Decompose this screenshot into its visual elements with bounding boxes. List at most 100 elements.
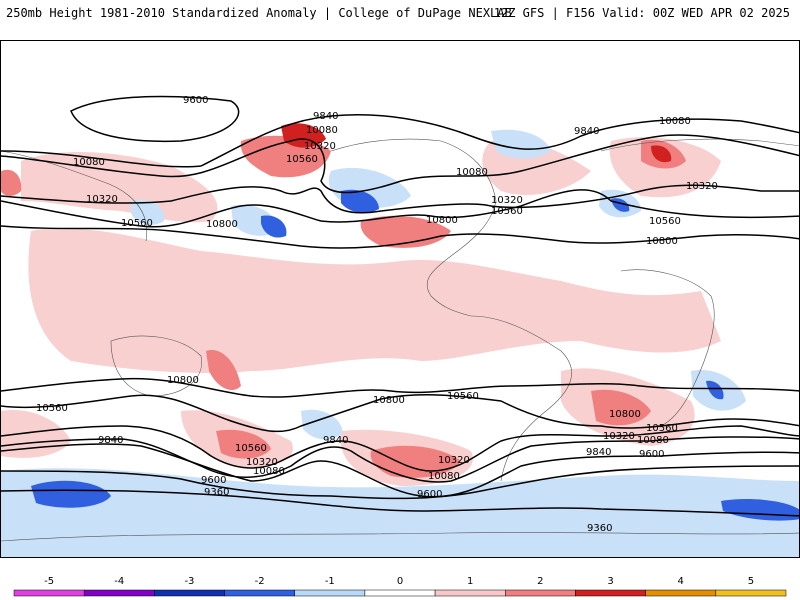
contour-label: 10320 bbox=[304, 141, 336, 152]
coastlines bbox=[1, 138, 799, 542]
anomaly-negative-strong-3 bbox=[261, 215, 287, 238]
contour-label: 10080 bbox=[428, 471, 460, 482]
contour-label: 9840 bbox=[586, 447, 611, 458]
coastline-australia bbox=[110, 335, 202, 397]
contour-10320-sh bbox=[1, 425, 799, 472]
anomaly-colorbar: -5 -4 -3 -2 -1 0 1 2 3 4 5 bbox=[13, 576, 787, 597]
contour-label: 10080 bbox=[659, 116, 691, 127]
contour-label: 9600 bbox=[201, 475, 226, 486]
contour-10560-sh bbox=[1, 394, 799, 433]
contour-10320-nh bbox=[1, 184, 799, 214]
anomaly-positive-strong-2 bbox=[360, 215, 451, 248]
anomaly-positive-2 bbox=[21, 151, 218, 223]
contour-label: 10560 bbox=[235, 443, 267, 454]
contour-label: 10320 bbox=[246, 457, 278, 468]
colorbar-segment bbox=[645, 589, 717, 597]
contour-label: 9840 bbox=[323, 435, 348, 446]
contour-10560-nh bbox=[1, 189, 799, 228]
colorbar-tick-label: 2 bbox=[537, 576, 543, 587]
colorbar-tick-label: -1 bbox=[325, 576, 335, 587]
contour-label: 10560 bbox=[36, 403, 68, 414]
colorbar-tick-label: 3 bbox=[607, 576, 613, 587]
contour-label: 9840 bbox=[98, 435, 123, 446]
contour-10800-sh bbox=[1, 377, 799, 398]
colorbar-segment bbox=[224, 589, 295, 597]
contour-label: 10320 bbox=[86, 194, 118, 205]
contour-10080-nh bbox=[1, 134, 799, 194]
contour-label: 9600 bbox=[639, 449, 664, 460]
contour-label: 10560 bbox=[286, 154, 318, 165]
height-contours bbox=[1, 95, 799, 517]
contour-label: 10320 bbox=[491, 195, 523, 206]
colorbar-tick-label: -5 bbox=[44, 576, 54, 587]
contour-label: 9600 bbox=[417, 489, 442, 500]
colorbar-segment bbox=[83, 589, 155, 597]
contour-label: 10800 bbox=[373, 395, 405, 406]
anomaly-negative-strong-1 bbox=[31, 480, 111, 508]
colorbar-segment bbox=[294, 589, 366, 597]
anomaly-positive-strong-4 bbox=[591, 389, 651, 426]
coastline-africa bbox=[620, 269, 715, 427]
colorbar-segment bbox=[505, 589, 576, 597]
contour-9360-sh bbox=[1, 489, 799, 517]
contour-label: 10320 bbox=[603, 431, 635, 442]
anomaly-positive-strong-6 bbox=[216, 429, 271, 459]
contour-label: 10560 bbox=[121, 218, 153, 229]
contour-label: 10800 bbox=[609, 409, 641, 420]
contour-label: 10080 bbox=[253, 466, 285, 477]
anomaly-negative-strong-5 bbox=[706, 380, 724, 400]
anomaly-negative-6 bbox=[301, 409, 343, 440]
colorbar-tick-label: -4 bbox=[114, 576, 124, 587]
anomaly-negative-strong-2 bbox=[341, 189, 379, 213]
map-canvas: 9600 9840 10080 10320 10560 9840 10080 1… bbox=[1, 95, 799, 557]
contour-9840-sh bbox=[1, 443, 799, 498]
colorbar-segment bbox=[13, 589, 85, 597]
anomaly-negative-7 bbox=[131, 199, 165, 225]
anomaly-map: 9600 9840 10080 10320 10560 9840 10080 1… bbox=[0, 40, 800, 558]
contour-9600-north bbox=[70, 95, 240, 143]
contour-label: 10800 bbox=[206, 219, 238, 230]
contour-label: 10560 bbox=[649, 216, 681, 227]
coastline-antarctica bbox=[1, 532, 799, 542]
colorbar-tick-label: 5 bbox=[748, 576, 754, 587]
colorbar-tick-label: 0 bbox=[397, 576, 403, 587]
colorbar-segments bbox=[13, 589, 787, 597]
colorbar-tick-label: 4 bbox=[678, 576, 684, 587]
contour-labels: 9600 9840 10080 10320 10560 9840 10080 1… bbox=[36, 95, 718, 534]
colorbar-segment bbox=[575, 589, 646, 597]
anomaly-positive-extreme-2 bbox=[651, 145, 672, 163]
contour-label: 9360 bbox=[587, 523, 612, 534]
contour-label: 10800 bbox=[167, 375, 199, 386]
colorbar-segment bbox=[715, 589, 787, 597]
colorbar-tick-label: 1 bbox=[467, 576, 473, 587]
contour-9840-nh bbox=[1, 113, 799, 168]
colorbar-segment bbox=[434, 589, 506, 597]
contour-label: 10800 bbox=[426, 215, 458, 226]
colorbar-tick-label: -2 bbox=[255, 576, 265, 587]
contour-label: 9360 bbox=[204, 487, 229, 498]
anomaly-positive-1 bbox=[28, 228, 722, 373]
contour-label: 10080 bbox=[637, 435, 669, 446]
anomaly-positive-strong-7 bbox=[206, 350, 241, 391]
coastline-north-america bbox=[330, 138, 497, 317]
contour-label: 9600 bbox=[183, 95, 208, 106]
anomaly-positive-strong-8 bbox=[1, 169, 22, 196]
contour-10800-nh bbox=[1, 225, 799, 249]
colorbar-segment bbox=[364, 589, 436, 597]
map-title: 250mb Height 1981-2010 Standardized Anom… bbox=[6, 6, 512, 20]
coastline-eurasia bbox=[1, 138, 799, 242]
contour-label: 10080 bbox=[306, 125, 338, 136]
coastline-south-america bbox=[470, 315, 572, 482]
anomaly-shading bbox=[1, 123, 799, 557]
contour-label: 9840 bbox=[313, 111, 338, 122]
anomaly-positive-extreme-1 bbox=[281, 123, 326, 148]
contour-label: 10800 bbox=[646, 236, 678, 247]
contour-label: 10560 bbox=[447, 391, 479, 402]
contour-9600-sh bbox=[1, 465, 799, 500]
contour-label: 10320 bbox=[686, 181, 718, 192]
contour-label: 9840 bbox=[574, 126, 599, 137]
anomaly-negative-3 bbox=[491, 129, 551, 159]
colorbar-segment bbox=[154, 589, 225, 597]
contour-label: 10560 bbox=[491, 206, 523, 217]
colorbar-ticks: -5 -4 -3 -2 -1 0 1 2 3 4 5 bbox=[44, 576, 754, 587]
